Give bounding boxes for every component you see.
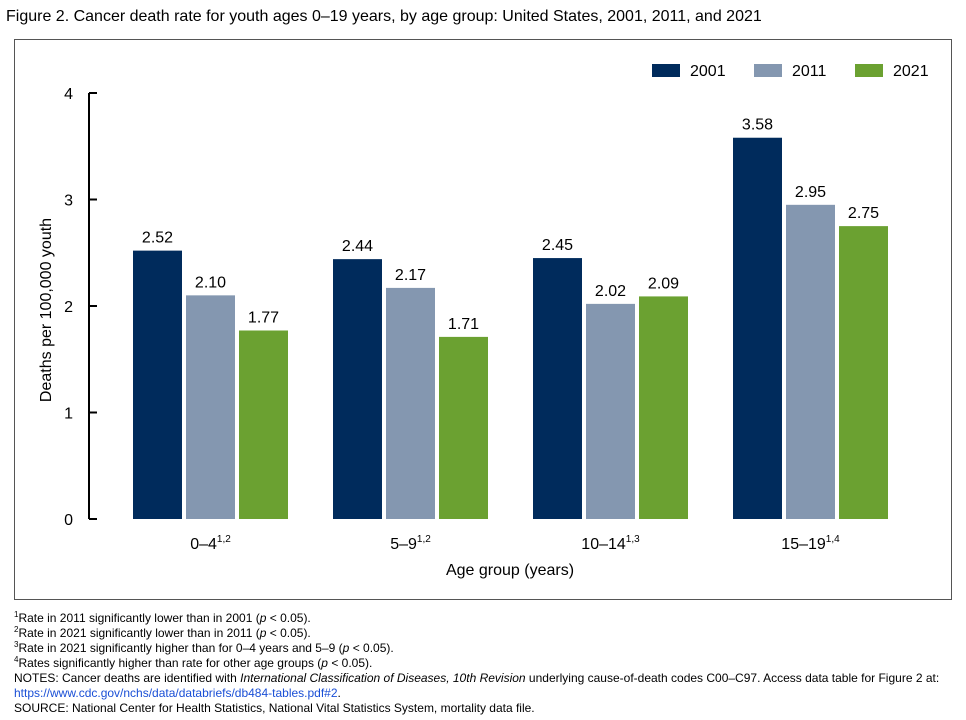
x-tick-label: 15–191,4 — [781, 534, 840, 553]
bar-2011-2 — [586, 303, 635, 519]
x-tick-label: 5–91,2 — [390, 534, 431, 553]
p-symbol: p — [259, 611, 267, 625]
footnote-text: Rate in 2011 significantly lower than in… — [18, 611, 260, 625]
data-label: 2.52 — [142, 230, 173, 247]
footnotes: 1Rate in 2011 significantly lower than i… — [14, 611, 959, 716]
figure-title: Figure 2. Cancer death rate for youth ag… — [6, 8, 762, 25]
source: SOURCE: National Center for Health Stati… — [14, 701, 535, 715]
category-superscript: 1,2 — [217, 534, 231, 545]
data-label: 2.45 — [542, 237, 573, 254]
p-symbol: p — [342, 641, 350, 655]
footnote-marker: 4 — [14, 655, 19, 664]
bar-2001-2 — [533, 258, 582, 519]
data-label: 2.09 — [648, 275, 679, 292]
data-label: 2.95 — [795, 184, 826, 201]
legend-swatch-2001 — [652, 64, 680, 77]
footnote-tail: < 0.05). — [327, 656, 373, 670]
footnote-tail: < 0.05). — [349, 641, 394, 655]
notes-end: . — [337, 686, 341, 700]
bar-2021-1 — [439, 336, 488, 519]
y-tick-label: 1 — [64, 406, 73, 423]
y-tick-label: 2 — [64, 299, 73, 316]
y-tick-label: 3 — [64, 193, 73, 210]
bar-2021-2 — [639, 296, 688, 519]
y-tick-label: 4 — [64, 86, 73, 103]
legend-label: 2001 — [690, 63, 726, 80]
notes: NOTES: Cancer deaths are identified with… — [14, 671, 959, 701]
data-label: 2.17 — [395, 267, 426, 284]
bar-2011-3 — [786, 204, 835, 519]
bar-2001-1 — [333, 259, 382, 519]
bar-2011-0 — [186, 295, 235, 519]
chart-frame — [14, 39, 952, 600]
footnote-tail: < 0.05). — [266, 626, 311, 640]
data-table-link[interactable]: https://www.cdc.gov/nchs/data/databriefs… — [14, 686, 338, 700]
y-tick-label: 0 — [64, 512, 73, 529]
category-name: 5–9 — [390, 536, 417, 553]
category-name: 0–4 — [190, 536, 217, 553]
data-label: 1.71 — [448, 316, 479, 333]
footnote-text: Rates significantly higher than rate for… — [18, 656, 322, 670]
x-tick-label: 0–41,2 — [190, 534, 231, 553]
bar-2021-3 — [839, 226, 888, 519]
bar-2021-0 — [239, 330, 288, 519]
footnote-2: 2Rate in 2021 significantly lower than i… — [14, 626, 959, 641]
p-symbol: p — [259, 626, 267, 640]
footnote-text: Rate in 2021 significantly higher than f… — [18, 641, 343, 655]
data-label: 2.02 — [595, 283, 626, 300]
data-label: 1.77 — [248, 309, 279, 326]
category-name: 15–19 — [781, 536, 826, 553]
notes-prefix: NOTES: Cancer deaths are identified with — [14, 671, 241, 685]
category-superscript: 1,2 — [417, 534, 431, 545]
data-label: 3.58 — [742, 117, 773, 134]
category-superscript: 1,3 — [626, 534, 640, 545]
x-tick-label: 10–141,3 — [581, 534, 640, 553]
footnote-tail: < 0.05). — [266, 611, 311, 625]
data-label: 2.10 — [195, 274, 226, 291]
bar-2001-0 — [133, 250, 182, 519]
footnote-marker: 2 — [14, 625, 19, 634]
data-label: 2.75 — [848, 205, 879, 222]
y-axis-label: Deaths per 100,000 youth — [38, 218, 55, 402]
bar-2001-3 — [733, 137, 782, 520]
footnote-3: 3Rate in 2021 significantly higher than … — [14, 641, 959, 656]
footnote-1: 1Rate in 2011 significantly lower than i… — [14, 611, 959, 626]
legend-swatch-2021 — [855, 64, 883, 77]
notes-icd: International Classification of Diseases… — [240, 671, 526, 685]
category-name: 10–14 — [581, 536, 626, 553]
bar-2011-1 — [386, 287, 435, 519]
footnote-text: Rate in 2021 significantly lower than in… — [18, 626, 260, 640]
category-superscript: 1,4 — [826, 534, 840, 545]
footnote-marker: 1 — [14, 610, 19, 619]
notes-suffix: underlying cause-of-death codes C00–C97.… — [525, 671, 940, 685]
footnote-marker: 3 — [14, 640, 19, 649]
p-symbol: p — [321, 656, 328, 670]
data-label: 2.44 — [342, 238, 373, 255]
legend-label: 2011 — [792, 63, 827, 80]
footnote-4: 4Rates significantly higher than rate fo… — [14, 656, 959, 671]
x-axis-label: Age group (years) — [446, 562, 574, 579]
legend-label: 2021 — [893, 63, 929, 80]
legend-swatch-2011 — [754, 64, 782, 77]
